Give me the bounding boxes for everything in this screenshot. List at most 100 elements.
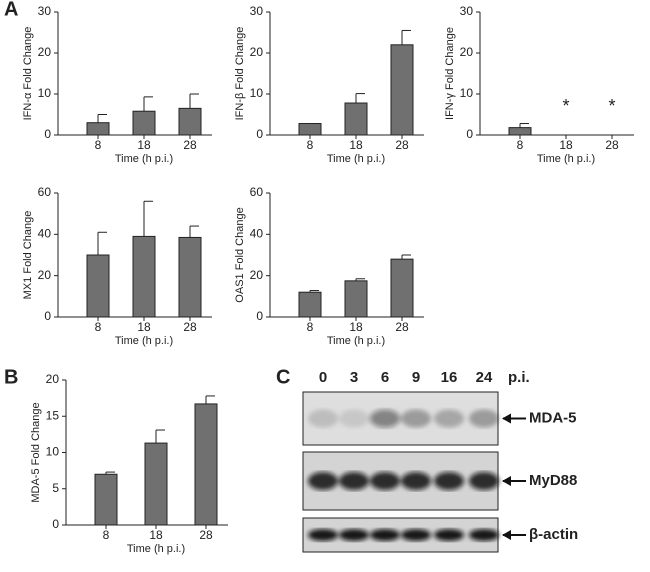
significance-marker: * xyxy=(608,96,615,116)
x-tick-label: 18 xyxy=(137,138,151,152)
lane-label: 24 xyxy=(476,369,493,386)
y-tick-label: 30 xyxy=(250,4,264,18)
band xyxy=(469,529,499,541)
lane-label: 9 xyxy=(412,369,420,386)
band xyxy=(401,529,431,541)
bar xyxy=(390,258,414,318)
x-tick-label: 8 xyxy=(103,528,110,542)
y-axis-label: IFN-α Fold Change xyxy=(22,27,34,121)
arrow-head xyxy=(502,413,511,424)
y-tick-label: 10 xyxy=(460,86,474,100)
bar xyxy=(178,236,202,318)
x-tick-label: 28 xyxy=(395,320,409,334)
x-axis-label: Time (h p.i.) xyxy=(127,543,185,555)
y-tick-label: 20 xyxy=(460,45,474,59)
x-tick-label: 18 xyxy=(349,320,363,334)
band xyxy=(308,472,338,490)
y-tick-label: 15 xyxy=(46,408,60,422)
y-tick-label: 30 xyxy=(460,4,474,18)
band-label: MDA-5 xyxy=(529,409,577,426)
band xyxy=(401,409,431,428)
y-tick-label: 60 xyxy=(38,185,52,199)
blot-bands xyxy=(308,472,499,490)
x-tick-label: 18 xyxy=(349,138,363,152)
panel-label: B xyxy=(4,366,18,388)
y-tick-label: 20 xyxy=(250,268,264,282)
bar xyxy=(390,44,414,136)
y-tick-label: 10 xyxy=(250,86,264,100)
band xyxy=(434,409,464,428)
bar xyxy=(298,291,322,318)
band xyxy=(370,472,400,490)
x-tick-label: 8 xyxy=(95,138,102,152)
lane-label: 0 xyxy=(319,369,327,386)
band xyxy=(339,529,369,541)
bar xyxy=(344,102,368,136)
band xyxy=(370,529,400,541)
x-tick-label: 8 xyxy=(307,138,314,152)
y-tick-label: 40 xyxy=(38,227,52,241)
bar xyxy=(178,107,202,136)
x-tick-label: 8 xyxy=(95,320,102,334)
y-axis-label: IFN-γ Fold Change xyxy=(444,27,456,120)
y-tick-label: 60 xyxy=(250,185,264,199)
x-tick-label: 28 xyxy=(605,138,619,152)
y-tick-label: 0 xyxy=(256,309,263,323)
panel-label: C xyxy=(276,366,290,388)
x-tick-label: 18 xyxy=(149,528,163,542)
band xyxy=(308,409,338,428)
y-tick-label: 10 xyxy=(38,86,52,100)
lane-label: 3 xyxy=(350,369,358,386)
y-tick-label: 20 xyxy=(250,45,264,59)
x-axis-label: Time (h p.i.) xyxy=(115,335,173,347)
band xyxy=(308,529,338,541)
lane-label: 6 xyxy=(381,369,389,386)
y-tick-label: 0 xyxy=(256,127,263,141)
x-tick-label: 18 xyxy=(137,320,151,334)
y-tick-label: 0 xyxy=(44,127,51,141)
y-tick-label: 5 xyxy=(52,481,59,495)
band-label: β-actin xyxy=(529,526,578,543)
x-axis-label: Time (h p.i.) xyxy=(327,153,385,165)
y-axis-label: MX1 Fold Change xyxy=(22,211,34,300)
band xyxy=(339,472,369,490)
lane-unit: p.i. xyxy=(508,369,530,386)
bar xyxy=(94,473,118,526)
y-axis-label: IFN-β Fold Change xyxy=(234,27,246,121)
x-axis-label: Time (h p.i.) xyxy=(115,153,173,165)
y-tick-label: 20 xyxy=(38,45,52,59)
bar xyxy=(298,123,322,136)
blot-bands xyxy=(308,529,499,541)
y-tick-label: 30 xyxy=(38,4,52,18)
arrow-head xyxy=(502,476,511,486)
band xyxy=(339,409,369,428)
x-tick-label: 28 xyxy=(183,138,197,152)
y-axis-label: OAS1 Fold Change xyxy=(234,207,246,302)
x-axis-label: Time (h p.i.) xyxy=(537,153,595,165)
band xyxy=(434,529,464,541)
band xyxy=(401,472,431,490)
bar xyxy=(508,127,532,136)
band xyxy=(469,472,499,490)
bar xyxy=(132,110,156,136)
bar xyxy=(86,122,110,136)
x-tick-label: 28 xyxy=(183,320,197,334)
y-tick-label: 0 xyxy=(52,517,59,531)
x-tick-label: 8 xyxy=(307,320,314,334)
band-label: MyD88 xyxy=(529,472,577,489)
band xyxy=(370,409,400,428)
band xyxy=(469,409,499,428)
arrow-head xyxy=(502,530,511,540)
band xyxy=(434,472,464,490)
x-tick-label: 8 xyxy=(517,138,524,152)
y-tick-label: 0 xyxy=(44,309,51,323)
y-tick-label: 0 xyxy=(466,127,473,141)
y-tick-label: 20 xyxy=(46,372,60,386)
y-tick-label: 20 xyxy=(38,268,52,282)
x-tick-label: 28 xyxy=(395,138,409,152)
y-axis-label: MDA-5 Fold Change xyxy=(30,402,42,502)
panel-label: A xyxy=(4,0,18,20)
bar xyxy=(194,403,218,526)
y-tick-label: 40 xyxy=(250,227,264,241)
